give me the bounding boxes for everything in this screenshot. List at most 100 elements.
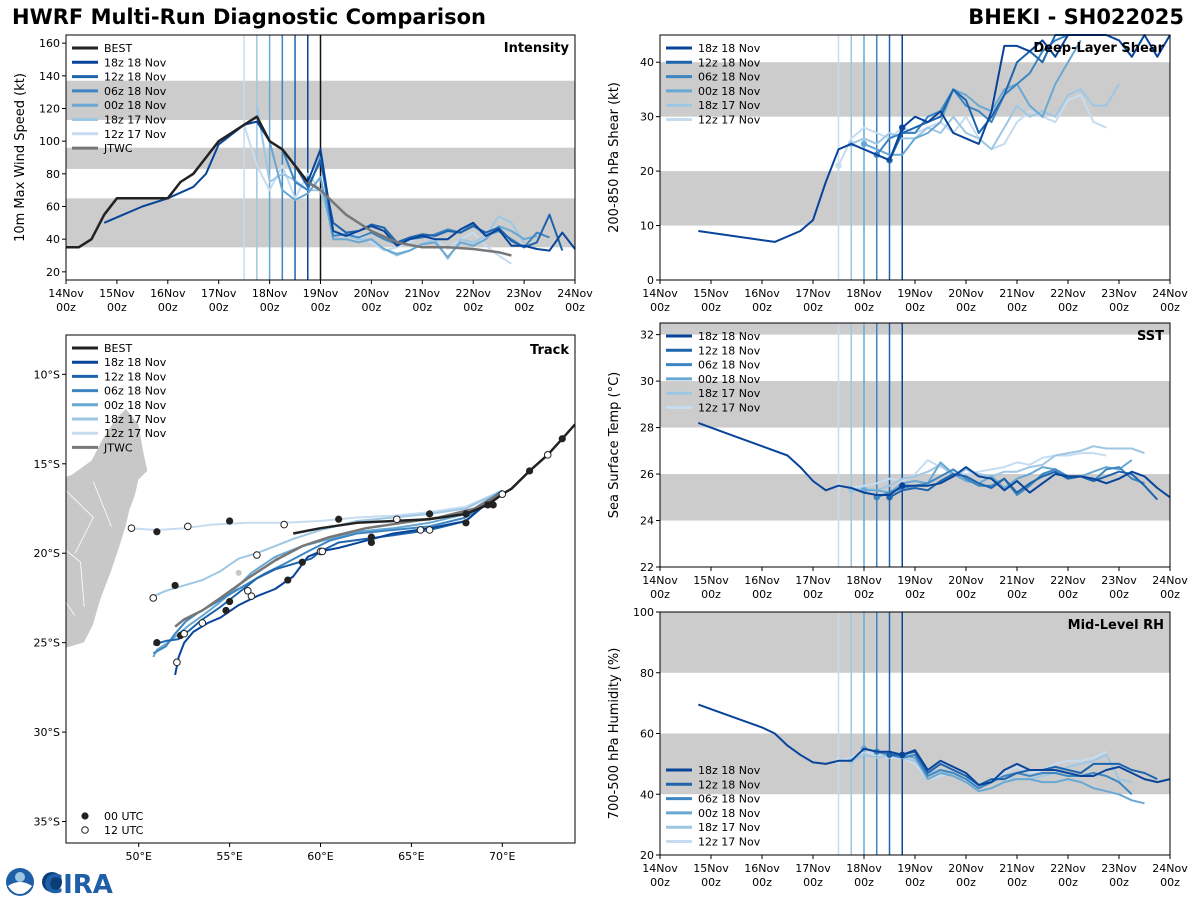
track-dot-12utc — [280, 520, 288, 529]
madagascar-land — [66, 407, 149, 649]
figure-title: HWRF Multi-Run Diagnostic Comparison — [12, 5, 487, 29]
series-line — [889, 750, 1158, 787]
y-tick-label: 40 — [640, 56, 654, 69]
x-tick-label-hour: 00z — [956, 301, 976, 314]
y-tick-label: 35°S — [34, 816, 60, 829]
region-border — [66, 601, 76, 617]
legend-label: 12z 18 Nov — [698, 344, 761, 357]
legend-label: 12z 18 Nov — [104, 71, 167, 84]
x-tick-label-hour: 00z — [412, 301, 432, 314]
legend-label: 12z 18 Nov — [698, 778, 761, 791]
x-tick-label-day: 17Nov — [795, 574, 831, 587]
legend-dot-12utc — [81, 826, 89, 834]
region-border — [66, 490, 94, 554]
legend-label: 18z 18 Nov — [104, 356, 167, 369]
track-dot-12utc — [253, 551, 261, 559]
x-tick-label-hour: 00z — [463, 301, 483, 314]
track-dot-12utc — [416, 526, 425, 534]
legend-label: 18z 18 Nov — [698, 42, 761, 55]
y-tick-label: 22 — [640, 561, 654, 574]
x-tick-label: 60°E — [307, 850, 333, 863]
init-marker — [899, 124, 906, 131]
panel-title: Mid-Level RH — [1068, 618, 1164, 633]
legend-label: 12z 17 Nov — [698, 836, 761, 849]
track-dot-00utc — [525, 467, 534, 475]
y-tick-label: 10°S — [34, 368, 60, 381]
x-tick-label-day: 18Nov — [846, 574, 882, 587]
track-dot-00utc — [489, 501, 497, 509]
legend-label: 12z 18 Nov — [698, 56, 761, 69]
x-tick-label-day: 18Nov — [252, 287, 288, 300]
x-tick-label-day: 19Nov — [897, 574, 933, 587]
x-tick-label-day: 19Nov — [897, 862, 933, 875]
y-tick-label: 160 — [39, 37, 60, 50]
series-line — [876, 34, 1069, 156]
y-tick-label: 32 — [640, 329, 654, 342]
track-dot-12utc — [198, 619, 207, 627]
track-dot-12utc — [183, 522, 192, 531]
x-tick-label-hour: 00z — [905, 588, 925, 601]
x-tick-label-day: 14Nov — [642, 862, 678, 875]
legend-label: 18z 18 Nov — [698, 330, 761, 343]
track-line — [129, 489, 503, 531]
legend-label: 12z 17 Nov — [698, 402, 761, 415]
track-dot-12utc — [149, 594, 158, 602]
y-axis-label: Sea Surface Temp (°C) — [607, 372, 622, 519]
y-tick-label: 30°S — [34, 726, 60, 739]
legend-label: 12z 17 Nov — [698, 114, 761, 127]
legend-label: JTWC — [103, 142, 133, 155]
track-dot-00utc — [298, 558, 306, 566]
track-dot-00utc — [226, 597, 234, 606]
y-tick-label: 15°S — [34, 458, 60, 471]
init-marker — [886, 751, 893, 758]
y-tick-label: 20 — [46, 266, 60, 279]
legend-label: 06z 18 Nov — [698, 793, 761, 806]
y-tick-label: 60 — [46, 201, 60, 214]
legend-label: 00z 18 Nov — [698, 373, 761, 386]
y-axis-label: 200-850 hPa Shear (kt) — [607, 82, 622, 233]
x-tick-label-hour: 00z — [1109, 588, 1129, 601]
x-tick-label-day: 23Nov — [506, 287, 542, 300]
x-tick-label-day: 17Nov — [795, 287, 831, 300]
track-dot-12utc — [425, 526, 434, 534]
track-dot-00utc — [335, 515, 343, 523]
x-tick-label-day: 20Nov — [948, 862, 984, 875]
x-tick-label-hour: 00z — [905, 876, 925, 889]
legend-label: 18z 17 Nov — [104, 114, 167, 127]
y-tick-label: 100 — [39, 135, 60, 148]
track-dot-00utc — [367, 533, 375, 541]
x-tick-label-hour: 00z — [752, 876, 772, 889]
series-line — [851, 445, 1145, 492]
legend-label: 18z 17 Nov — [698, 387, 761, 400]
legend-label: BEST — [104, 342, 132, 355]
cira-logo-text: CIRA — [44, 870, 113, 898]
series-line — [697, 421, 1171, 499]
x-tick-label-hour: 00z — [158, 301, 178, 314]
y-axis-label: 10m Max Wind Speed (kt) — [13, 73, 28, 242]
series-line — [837, 93, 1107, 167]
threshold-band — [660, 62, 1170, 117]
x-tick-label-day: 24Nov — [1152, 287, 1188, 300]
y-tick-label: 28 — [640, 422, 654, 435]
noaa-wave-icon — [8, 882, 32, 894]
threshold-band — [660, 381, 1170, 428]
series-line — [876, 750, 1133, 796]
track-dot-00utc — [171, 581, 179, 590]
init-marker — [860, 140, 868, 148]
y-tick-label: 20 — [640, 165, 654, 178]
x-tick-label-hour: 00z — [752, 588, 772, 601]
series-line — [697, 703, 1171, 787]
panel-sst: 22242628303214Nov00z15Nov00z16Nov00z17No… — [607, 322, 1188, 601]
panel-mid-level-rh: 2040608010014Nov00z15Nov00z16Nov00z17Nov… — [607, 606, 1188, 889]
track-dot-12utc — [498, 490, 507, 498]
legend-label: 00z 18 Nov — [104, 99, 167, 112]
track-dot-12utc — [243, 586, 252, 595]
track-line — [153, 489, 503, 646]
x-tick-label-day: 21Nov — [999, 862, 1035, 875]
x-tick-label-day: 15Nov — [99, 287, 135, 300]
x-tick-label-day: 23Nov — [1101, 287, 1137, 300]
track-dot-00utc — [284, 576, 292, 584]
panel-title: Intensity — [504, 41, 570, 56]
track-dot-12utc — [180, 629, 188, 638]
